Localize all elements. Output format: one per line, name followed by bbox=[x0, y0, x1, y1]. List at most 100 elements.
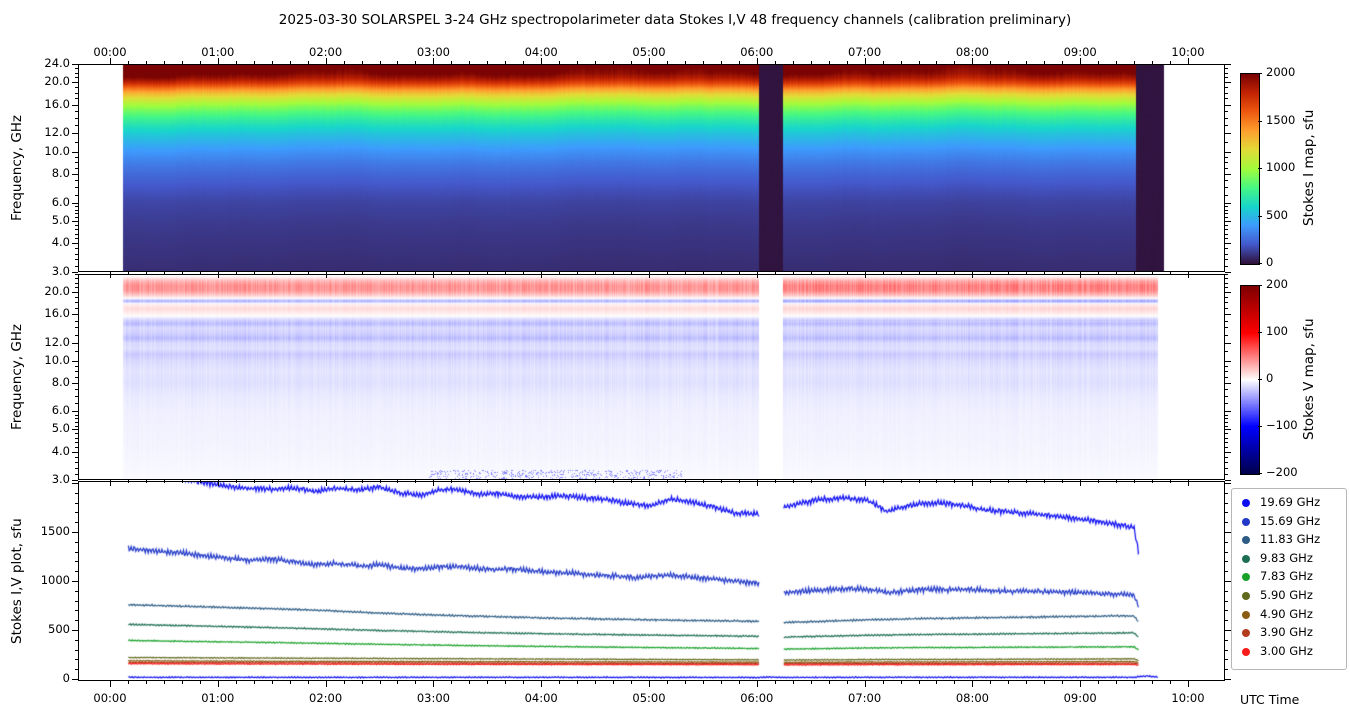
axis-tick bbox=[146, 681, 147, 684]
axis-tick bbox=[667, 681, 668, 684]
stokes-v-colorbar-gradient bbox=[1241, 286, 1259, 474]
axis-tick bbox=[72, 630, 78, 631]
axis-tick bbox=[1044, 681, 1045, 684]
axis-tick bbox=[200, 480, 201, 483]
axis-tick bbox=[1225, 351, 1228, 352]
axis-tick bbox=[1225, 522, 1228, 523]
axis-tick bbox=[1225, 287, 1228, 288]
axis-tick bbox=[75, 68, 78, 69]
legend-label: 15.69 GHz bbox=[1260, 513, 1321, 528]
legend-label: 5.90 GHz bbox=[1260, 588, 1313, 602]
axis-tick bbox=[541, 480, 542, 486]
axis-tick bbox=[75, 468, 78, 469]
legend-item: 11.83 GHz bbox=[1232, 532, 1346, 551]
axis-tick bbox=[811, 480, 812, 483]
x-tick-label-bottom: 05:00 bbox=[632, 691, 666, 705]
y-tick-label: 0 bbox=[62, 671, 70, 686]
axis-tick bbox=[595, 272, 596, 275]
axis-tick bbox=[1008, 681, 1009, 684]
axis-tick bbox=[75, 73, 78, 74]
axis-tick bbox=[523, 272, 524, 275]
axis-tick bbox=[1225, 581, 1231, 582]
axis-tick bbox=[865, 272, 866, 278]
axis-tick bbox=[901, 61, 902, 64]
axis-tick bbox=[954, 61, 955, 64]
axis-tick bbox=[1188, 681, 1189, 687]
y-tick-label: 12.0 bbox=[44, 334, 70, 349]
axis-tick bbox=[1225, 187, 1228, 188]
axis-tick bbox=[272, 61, 273, 64]
axis-tick bbox=[236, 480, 237, 483]
axis-tick bbox=[1225, 210, 1228, 211]
axis-tick bbox=[1225, 203, 1231, 204]
axis-tick bbox=[703, 681, 704, 684]
axis-tick bbox=[75, 157, 78, 158]
colorbar-v-tick-label: 200 bbox=[1266, 277, 1288, 291]
legend-label: 7.83 GHz bbox=[1260, 569, 1313, 584]
axis-tick bbox=[487, 272, 488, 275]
axis-tick bbox=[1225, 77, 1228, 78]
axis-tick bbox=[901, 681, 902, 684]
axis-tick bbox=[1225, 561, 1228, 562]
axis-tick bbox=[146, 480, 147, 483]
axis-tick bbox=[75, 433, 78, 434]
axis-tick bbox=[793, 61, 794, 64]
axis-tick bbox=[1258, 379, 1262, 380]
axis-tick bbox=[865, 681, 866, 687]
legend-marker-dot-icon bbox=[1242, 610, 1250, 619]
axis-tick bbox=[1258, 168, 1262, 169]
axis-tick bbox=[487, 61, 488, 64]
axis-tick bbox=[72, 532, 78, 533]
axis-tick bbox=[75, 396, 78, 397]
axis-tick bbox=[254, 272, 255, 275]
legend-marker-dot-icon bbox=[1242, 647, 1250, 656]
axis-tick bbox=[811, 61, 812, 64]
axis-tick bbox=[1225, 321, 1228, 322]
axis-tick bbox=[75, 366, 78, 367]
axis-tick bbox=[1080, 681, 1081, 687]
x-tick-label-bottom: 04:00 bbox=[524, 691, 558, 705]
axis-tick bbox=[75, 111, 78, 112]
axis-tick bbox=[433, 58, 434, 64]
axis-tick bbox=[326, 681, 327, 687]
y-tick-label: 3.0 bbox=[51, 472, 70, 486]
x-tick-label-bottom: 09:00 bbox=[1063, 691, 1097, 705]
axis-tick bbox=[1225, 630, 1231, 631]
axis-tick bbox=[1225, 125, 1228, 126]
axis-tick bbox=[75, 462, 78, 463]
axis-tick bbox=[1225, 314, 1231, 315]
axis-tick bbox=[75, 442, 78, 443]
axis-tick bbox=[415, 61, 416, 64]
axis-tick bbox=[775, 61, 776, 64]
axis-tick bbox=[1225, 403, 1228, 404]
axis-tick bbox=[75, 377, 78, 378]
axis-tick bbox=[164, 61, 165, 64]
axis-tick bbox=[577, 272, 578, 275]
axis-tick bbox=[954, 480, 955, 483]
axis-tick bbox=[1225, 389, 1228, 390]
legend-label: 3.00 GHz bbox=[1260, 643, 1313, 658]
axis-tick bbox=[72, 343, 78, 344]
axis-tick bbox=[1225, 225, 1228, 226]
axis-tick bbox=[541, 272, 542, 278]
stokes-v-heatmap bbox=[79, 275, 1224, 479]
x-tick-label-top: 07:00 bbox=[848, 45, 882, 59]
y-tick-label: 1000 bbox=[40, 573, 70, 587]
axis-tick bbox=[75, 418, 78, 419]
axis-tick bbox=[72, 243, 78, 244]
axis-tick bbox=[218, 272, 219, 278]
axis-tick bbox=[631, 480, 632, 483]
y-tick-label: 12.0 bbox=[44, 125, 70, 140]
axis-tick bbox=[1098, 61, 1099, 64]
axis-tick bbox=[1258, 121, 1262, 122]
axis-tick bbox=[75, 266, 78, 267]
axis-tick bbox=[1170, 272, 1171, 275]
axis-tick bbox=[75, 283, 78, 284]
axis-tick bbox=[75, 217, 78, 218]
x-tick-label-top: 01:00 bbox=[201, 45, 235, 59]
axis-tick bbox=[1225, 234, 1228, 235]
axis-tick bbox=[326, 58, 327, 64]
axis-tick bbox=[72, 174, 78, 175]
axis-tick bbox=[757, 272, 758, 278]
